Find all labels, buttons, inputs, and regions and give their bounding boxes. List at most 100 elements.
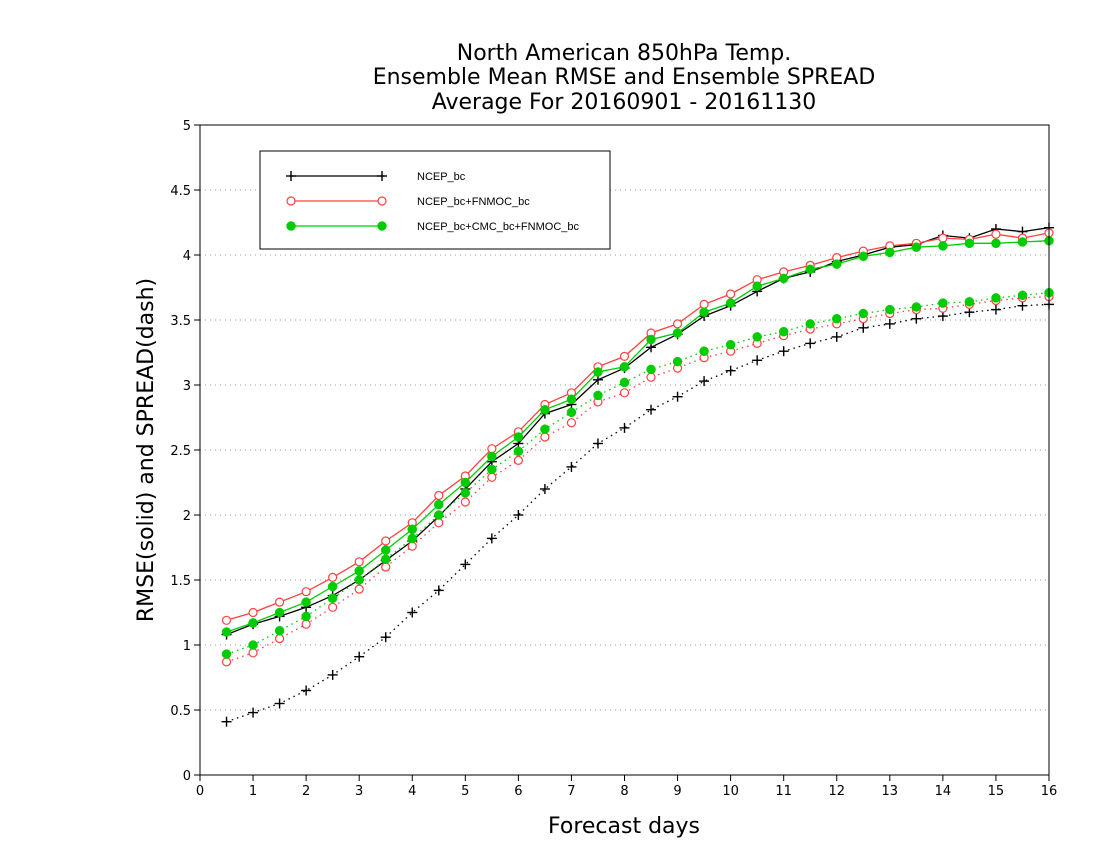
legend-marker [286,196,296,206]
y-tick-label: 5 [183,119,191,134]
series-line-ncep-bc-fnmoc-bc-rmse [226,232,1050,621]
y-tick-label: 4.5 [170,184,191,199]
x-tick-label: 15 [988,784,1005,799]
data-point-ncep-bc-cmc-bc-fnmoc-bc-rmse [221,627,232,637]
data-point-ncep-bc-fnmoc-bc-rmse [487,444,497,454]
data-point-ncep-bc-cmc-bc-fnmoc-bc-rmse [274,607,285,618]
data-point-ncep-bc-fnmoc-bc-spread [434,518,444,528]
legend-marker [377,221,387,231]
data-point-ncep-bc-cmc-bc-fnmoc-bc-rmse [407,524,417,535]
data-point-ncep-bc-fnmoc-bc-spread [328,602,338,612]
data-point-ncep-bc-spread [433,585,444,596]
data-point-ncep-bc-spread [699,376,710,387]
data-point-ncep-bc-spread [752,355,763,366]
legend-marker [286,171,296,181]
data-point-ncep-bc-spread [513,510,524,520]
data-point-ncep-bc-cmc-bc-fnmoc-bc-spread [619,377,630,388]
chart-title-line-2: Ensemble Mean RMSE and Ensemble SPREAD [373,65,876,90]
series-line-ncep-bc-cmc-bc-fnmoc-bc-spread [226,292,1050,655]
y-tick-label: 4 [183,249,191,264]
data-point-ncep-bc-cmc-bc-fnmoc-bc-rmse [566,394,577,405]
data-point-ncep-bc-cmc-bc-fnmoc-bc-spread [540,424,550,434]
data-point-ncep-bc-cmc-bc-fnmoc-bc-rmse [380,545,391,555]
data-point-ncep-bc-cmc-bc-fnmoc-bc-spread [752,332,762,342]
data-point-ncep-bc-cmc-bc-fnmoc-bc-rmse [513,432,524,442]
x-tick-label: 12 [828,784,845,799]
data-point-ncep-bc-cmc-bc-fnmoc-bc-rmse [434,499,444,510]
data-point-ncep-bc-fnmoc-bc-rmse [619,351,630,361]
y-tick-label: 1 [183,639,191,654]
legend-marker [377,196,387,206]
legend-box [259,150,611,250]
data-point-ncep-bc-cmc-bc-fnmoc-bc-spread [487,464,497,475]
data-point-ncep-bc-cmc-bc-fnmoc-bc-rmse [911,242,922,252]
legend-entry-ncep-bc: NCEP_bc [286,171,466,183]
data-point-ncep-bc-cmc-bc-fnmoc-bc-spread [805,319,815,329]
data-point-ncep-bc-cmc-bc-fnmoc-bc-rmse [672,328,683,338]
data-point-ncep-bc-spread [407,607,418,618]
data-point-ncep-bc-fnmoc-bc-spread [407,541,417,551]
data-point-ncep-bc-cmc-bc-fnmoc-bc-rmse [991,238,1001,249]
data-point-ncep-bc-cmc-bc-fnmoc-bc-spread [699,346,709,356]
data-point-ncep-bc-cmc-bc-fnmoc-bc-rmse [487,451,497,462]
data-point-ncep-bc-fnmoc-bc-rmse [274,597,285,607]
data-point-ncep-bc-cmc-bc-fnmoc-bc-rmse [938,241,948,251]
x-tick-label: 4 [408,784,416,799]
data-point-ncep-bc-spread [274,698,285,709]
data-point-ncep-bc-cmc-bc-fnmoc-bc-rmse [752,281,762,291]
legend-entry-ncep-bc-cmc-bc-fnmoc-bc: NCEP_bc+CMC_bc+FNMOC_bc [286,221,579,233]
data-point-ncep-bc-spread [884,318,895,329]
legend-entry-ncep-bc-fnmoc-bc: NCEP_bc+FNMOC_bc [286,196,530,208]
data-point-ncep-bc-fnmoc-bc-rmse [699,299,709,309]
x-tick-label: 0 [196,784,204,799]
data-point-ncep-bc-cmc-bc-fnmoc-bc-spread [460,488,471,498]
data-point-ncep-bc-cmc-bc-fnmoc-bc-rmse [778,273,789,284]
data-point-ncep-bc-spread [619,422,630,433]
data-point-ncep-bc-cmc-bc-fnmoc-bc-spread [354,575,364,585]
data-point-ncep-bc-cmc-bc-fnmoc-bc-spread [725,339,736,350]
data-point-ncep-bc-cmc-bc-fnmoc-bc-spread [778,326,789,337]
x-tick-label: 1 [249,784,257,799]
series-line-ncep-bc-fnmoc-bc-spread [226,295,1050,663]
data-point-ncep-bc-cmc-bc-fnmoc-bc-rmse [301,597,311,607]
series-layer [221,222,1054,727]
data-point-ncep-bc-spread [592,438,603,449]
data-point-ncep-bc-fnmoc-bc-spread [619,388,630,398]
data-point-ncep-bc-cmc-bc-fnmoc-bc-rmse [964,238,975,249]
x-tick-label: 5 [461,784,469,799]
data-point-ncep-bc-spread [725,365,736,376]
data-point-ncep-bc-fnmoc-bc-rmse [248,607,258,618]
data-point-ncep-bc-spread [327,669,338,680]
data-point-ncep-bc-cmc-bc-fnmoc-bc-spread [646,364,656,375]
data-point-ncep-bc-cmc-bc-fnmoc-bc-spread [593,390,603,401]
data-point-ncep-bc-cmc-bc-fnmoc-bc-spread [911,302,922,312]
x-tick-label: 2 [302,784,310,799]
x-tick-label: 10 [722,784,739,799]
data-point-ncep-bc-fnmoc-bc-rmse [672,319,683,329]
data-point-ncep-bc-cmc-bc-fnmoc-bc-spread [407,533,417,544]
data-point-ncep-bc-fnmoc-bc-rmse [434,490,444,501]
data-point-ncep-bc-spread [354,651,365,662]
grid [200,189,1049,711]
data-point-ncep-bc-fnmoc-bc-spread [487,472,497,482]
x-tick-label: 14 [935,784,952,799]
data-point-ncep-bc-cmc-bc-fnmoc-bc-rmse [593,367,603,377]
data-point-ncep-bc-cmc-bc-fnmoc-bc-rmse [540,404,550,415]
legend-label: NCEP_bc [417,171,466,183]
series-line-ncep-bc-cmc-bc-fnmoc-bc-rmse [226,240,1050,633]
data-point-ncep-bc-spread [539,484,550,494]
data-point-ncep-bc-spread [778,346,789,357]
x-tick-label: 6 [514,784,522,799]
axis-ticks: 00.511.522.533.544.550 1 2 3 4 5 6 7 8 9 10 11 12 13 1… [170,119,1057,799]
x-tick-label: 7 [567,784,575,799]
data-point-ncep-bc-cmc-bc-fnmoc-bc-rmse [248,618,258,628]
data-point-ncep-bc-cmc-bc-fnmoc-bc-rmse [858,251,869,262]
x-tick-label: 8 [620,784,628,799]
y-tick-label: 0 [183,769,191,784]
data-point-ncep-bc-spread [248,707,259,718]
x-tick-label: 9 [673,784,681,799]
chart-title-line-3: Average For 20160901 - 20161130 [432,90,817,115]
data-point-ncep-bc-cmc-bc-fnmoc-bc-rmse [885,247,895,258]
series-line-ncep-bc-spread [226,303,1050,723]
